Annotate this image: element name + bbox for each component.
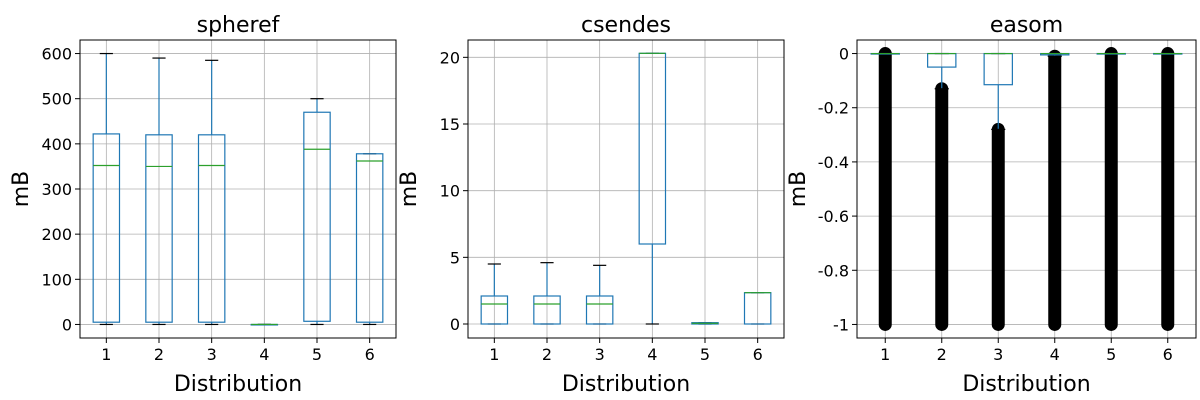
x-tick-label: 3 <box>207 345 217 364</box>
x-tick-label: 5 <box>1106 345 1116 364</box>
box-3 <box>983 52 1013 331</box>
x-tick-label: 6 <box>365 345 375 364</box>
y-tick-label: 0 <box>839 45 849 64</box>
outlier-points <box>878 47 892 331</box>
y-tick-label: 15 <box>440 115 460 134</box>
iqr-box <box>92 133 121 323</box>
x-tick-label: 1 <box>101 345 111 364</box>
box-3 <box>585 264 614 325</box>
chart-title: spheref <box>197 13 281 38</box>
y-axis-label: mB <box>786 171 811 208</box>
y-axis-label: mB <box>397 171 422 208</box>
x-tick-label: 5 <box>312 345 322 364</box>
y-tick-label: 400 <box>41 135 72 154</box>
outlier-points <box>1161 47 1175 331</box>
iqr-box <box>533 295 561 325</box>
y-tick-label: 200 <box>41 225 72 244</box>
x-tick-label: 1 <box>880 345 890 364</box>
x-tick-label: 6 <box>1163 345 1173 364</box>
y-tick-label: 100 <box>41 270 72 289</box>
x-tick-label: 1 <box>489 345 499 364</box>
box-5 <box>691 322 719 325</box>
y-tick-label: -0.8 <box>818 261 849 280</box>
outlier-points <box>1048 49 1062 331</box>
box-1 <box>480 263 509 325</box>
y-tick-label: 10 <box>440 182 460 201</box>
x-tick-label: 4 <box>1050 345 1060 364</box>
chart-panel-easom: -1 -0.8 -0.6 -0.4 -0.2 0 1 2 3 4 5 6 easom Distributi… <box>786 13 1197 397</box>
chart-title: csendes <box>581 13 671 38</box>
box-4 <box>250 323 279 326</box>
box-3 <box>197 59 226 326</box>
y-tick-label: -0.2 <box>818 99 849 118</box>
plot-frame <box>467 39 785 339</box>
x-tick-label: 6 <box>753 345 763 364</box>
x-axis-label: Distribution <box>962 372 1090 397</box>
y-tick-label: 20 <box>440 48 460 67</box>
box-5 <box>1096 47 1126 331</box>
iqr-box <box>355 153 384 323</box>
iqr-box <box>585 295 614 325</box>
box-6 <box>355 153 384 326</box>
iqr-box <box>197 134 226 323</box>
iqr-box <box>303 111 331 322</box>
box-5 <box>303 98 331 326</box>
x-tick-label: 3 <box>595 345 605 364</box>
plot-frame <box>856 39 1197 339</box>
y-tick-label: 0 <box>62 315 72 334</box>
iqr-box <box>145 134 173 323</box>
x-tick-label: 2 <box>937 345 947 364</box>
y-tick-label: 300 <box>41 180 72 199</box>
x-tick-label: 5 <box>700 345 710 364</box>
box-2 <box>533 262 561 325</box>
y-tick-label: -0.6 <box>818 207 849 226</box>
chart-title: easom <box>990 13 1063 38</box>
outlier-points <box>1104 47 1118 331</box>
x-tick-label: 3 <box>993 345 1003 364</box>
box-6 <box>1153 47 1183 331</box>
x-tick-label: 4 <box>259 345 269 364</box>
y-tick-label: 5 <box>450 248 460 267</box>
outlier-points <box>935 82 949 331</box>
y-axis-label: mB <box>9 171 34 208</box>
x-axis-label: Distribution <box>562 372 690 397</box>
y-tick-label: 0 <box>450 315 460 334</box>
box-6 <box>743 292 772 325</box>
y-tick-label: -0.4 <box>818 153 849 172</box>
box-4 <box>638 52 667 325</box>
box-2 <box>927 52 957 331</box>
chart-panel-spheref: 0 100 200 300 400 500 600 1 2 3 4 5 6 spheref Distribu… <box>9 13 397 397</box>
x-tick-label: 2 <box>542 345 552 364</box>
box-1 <box>92 52 121 326</box>
chart-panel-csendes: 0 5 10 15 20 1 2 3 4 5 6 csendes Distribution mB <box>397 13 785 397</box>
box-4 <box>1040 49 1070 331</box>
iqr-box <box>480 295 509 325</box>
outlier-points <box>991 122 1005 331</box>
box-2 <box>145 57 173 326</box>
x-tick-label: 4 <box>647 345 657 364</box>
y-tick-label: 500 <box>41 90 72 109</box>
box-1 <box>870 47 900 331</box>
y-tick-label: 600 <box>41 45 72 64</box>
x-tick-label: 2 <box>154 345 164 364</box>
x-axis-label: Distribution <box>174 372 302 397</box>
y-tick-label: -1 <box>833 315 849 334</box>
